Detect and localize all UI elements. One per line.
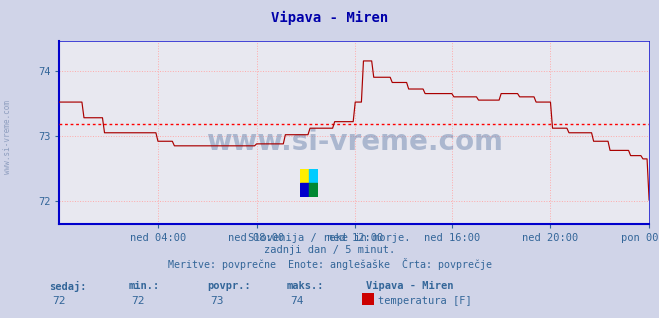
Text: 74: 74 — [290, 296, 303, 306]
Text: Vipava - Miren: Vipava - Miren — [271, 11, 388, 25]
Bar — [309, 183, 318, 197]
Text: www.si-vreme.com: www.si-vreme.com — [3, 100, 13, 174]
Text: temperatura [F]: temperatura [F] — [378, 296, 472, 306]
Text: 72: 72 — [132, 296, 145, 306]
Bar — [300, 169, 309, 183]
Bar — [300, 183, 309, 197]
Text: Slovenija / reke in morje.: Slovenija / reke in morje. — [248, 233, 411, 243]
Text: povpr.:: povpr.: — [208, 281, 251, 291]
Text: www.si-vreme.com: www.si-vreme.com — [206, 128, 503, 156]
Text: zadnji dan / 5 minut.: zadnji dan / 5 minut. — [264, 245, 395, 255]
Text: min.:: min.: — [129, 281, 159, 291]
Text: sedaj:: sedaj: — [49, 281, 87, 293]
Text: 73: 73 — [211, 296, 224, 306]
Text: Vipava - Miren: Vipava - Miren — [366, 281, 453, 292]
Text: 72: 72 — [53, 296, 66, 306]
Text: maks.:: maks.: — [287, 281, 324, 291]
Text: Meritve: povprečne  Enote: anglešaške  Črta: povprečje: Meritve: povprečne Enote: anglešaške Črt… — [167, 258, 492, 270]
Bar — [309, 169, 318, 183]
